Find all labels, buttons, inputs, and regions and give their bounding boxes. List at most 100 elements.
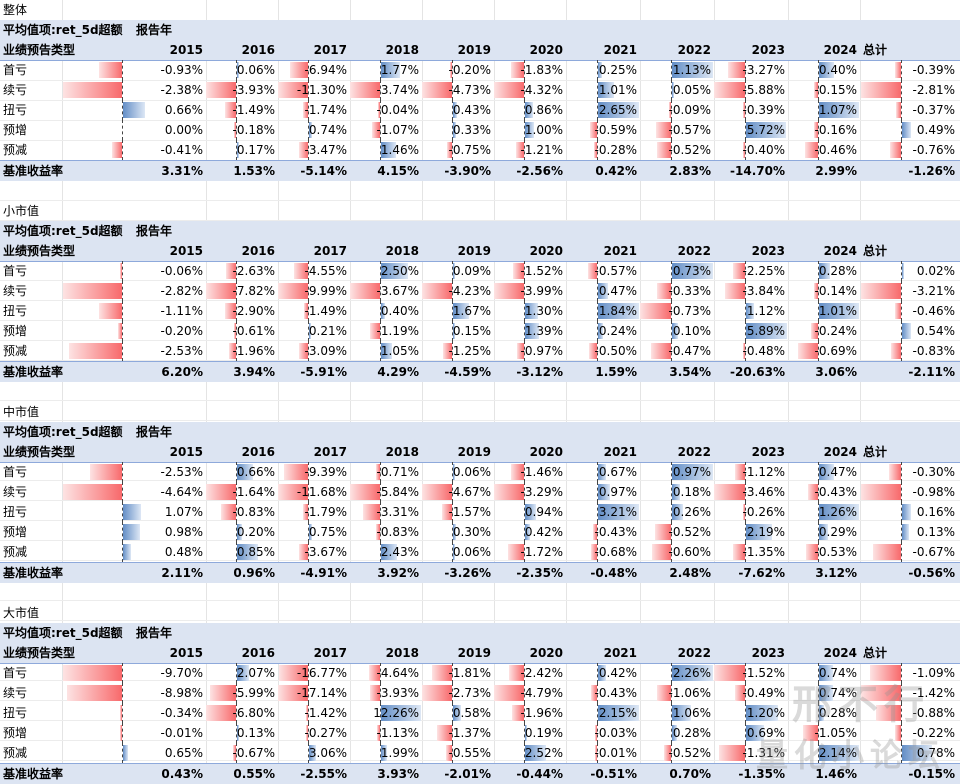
- value-cell[interactable]: 0.06%: [206, 60, 278, 80]
- value-cell[interactable]: -0.27%: [278, 723, 350, 743]
- value-cell[interactable]: 12.26%: [350, 703, 422, 723]
- value-cell[interactable]: 0.24%: [566, 321, 640, 341]
- year-header-2018[interactable]: 2018: [385, 43, 419, 57]
- value-cell[interactable]: -0.34%: [62, 703, 206, 723]
- value-cell[interactable]: -1.13%: [350, 723, 422, 743]
- benchmark-value[interactable]: 4.29%: [377, 365, 419, 379]
- year-header-2017[interactable]: 2017: [313, 445, 347, 459]
- value-cell[interactable]: 2.43%: [350, 542, 422, 562]
- value-cell[interactable]: 2.65%: [566, 100, 640, 120]
- value-cell[interactable]: -0.83%: [350, 522, 422, 542]
- year-header-2022[interactable]: 2022: [677, 445, 711, 459]
- value-cell[interactable]: 1.30%: [494, 301, 566, 321]
- value-cell[interactable]: -11.68%: [278, 482, 350, 502]
- value-cell[interactable]: 0.98%: [62, 522, 206, 542]
- value-cell[interactable]: -0.83%: [206, 502, 278, 522]
- value-cell[interactable]: 0.20%: [206, 522, 278, 542]
- value-cell[interactable]: 0.42%: [566, 663, 640, 683]
- value-cell[interactable]: -6.94%: [278, 60, 350, 80]
- value-cell[interactable]: -1.81%: [422, 663, 494, 683]
- year-header-2022[interactable]: 2022: [677, 646, 711, 660]
- value-cell[interactable]: -3.99%: [494, 281, 566, 301]
- value-cell[interactable]: -0.28%: [566, 140, 640, 160]
- value-cell[interactable]: -1.21%: [494, 140, 566, 160]
- value-cell[interactable]: 0.97%: [640, 462, 714, 482]
- total-header[interactable]: 总计: [863, 244, 888, 258]
- row-label[interactable]: 预减: [3, 746, 28, 760]
- benchmark-value[interactable]: -2.01%: [444, 767, 491, 781]
- value-cell[interactable]: -3.27%: [714, 60, 788, 80]
- benchmark-value[interactable]: -2.35%: [516, 566, 563, 580]
- value-cell[interactable]: 0.17%: [206, 140, 278, 160]
- value-cell[interactable]: -1.96%: [206, 341, 278, 361]
- value-cell[interactable]: -0.98%: [860, 482, 958, 502]
- value-cell[interactable]: 0.74%: [788, 663, 860, 683]
- value-cell[interactable]: -1.52%: [714, 663, 788, 683]
- value-cell[interactable]: 0.86%: [494, 100, 566, 120]
- value-cell[interactable]: -3.74%: [350, 80, 422, 100]
- row-label[interactable]: 预增: [3, 726, 28, 740]
- year-header-2020[interactable]: 2020: [529, 244, 563, 258]
- benchmark-value[interactable]: -4.59%: [444, 365, 491, 379]
- benchmark-value[interactable]: -1.26%: [908, 164, 955, 178]
- value-cell[interactable]: 0.74%: [278, 120, 350, 140]
- value-cell[interactable]: -0.06%: [62, 261, 206, 281]
- year-header-2024[interactable]: 2024: [823, 646, 857, 660]
- year-header-2024[interactable]: 2024: [823, 445, 857, 459]
- year-header-2024[interactable]: 2024: [823, 43, 857, 57]
- pivot-value-field[interactable]: 平均值项:ret_5d超额: [3, 626, 123, 640]
- value-cell[interactable]: -4.32%: [494, 80, 566, 100]
- value-cell[interactable]: 0.00%: [62, 120, 206, 140]
- total-header[interactable]: 总计: [863, 43, 888, 57]
- value-cell[interactable]: -3.67%: [350, 281, 422, 301]
- year-header-2021[interactable]: 2021: [603, 244, 637, 258]
- value-cell[interactable]: -4.23%: [422, 281, 494, 301]
- value-cell[interactable]: -0.09%: [640, 100, 714, 120]
- benchmark-value[interactable]: 1.46%: [815, 767, 857, 781]
- value-cell[interactable]: 0.97%: [566, 482, 640, 502]
- row-label[interactable]: 续亏: [3, 83, 28, 97]
- value-cell[interactable]: 1.12%: [714, 301, 788, 321]
- value-cell[interactable]: -1.42%: [860, 683, 958, 703]
- section-title[interactable]: 大市值: [3, 606, 40, 620]
- benchmark-label[interactable]: 基准收益率: [3, 767, 64, 781]
- benchmark-value[interactable]: -2.11%: [908, 365, 955, 379]
- value-cell[interactable]: -0.15%: [788, 80, 860, 100]
- year-header-2016[interactable]: 2016: [241, 646, 275, 660]
- value-cell[interactable]: 1.06%: [640, 703, 714, 723]
- pivot-column-field[interactable]: 报告年: [136, 224, 173, 238]
- year-header-2017[interactable]: 2017: [313, 244, 347, 258]
- year-header-2015[interactable]: 2015: [169, 646, 203, 660]
- benchmark-value[interactable]: -0.51%: [590, 767, 637, 781]
- value-cell[interactable]: 2.19%: [714, 522, 788, 542]
- value-cell[interactable]: 0.66%: [62, 100, 206, 120]
- value-cell[interactable]: 1.39%: [494, 321, 566, 341]
- value-cell[interactable]: -0.73%: [640, 301, 714, 321]
- value-cell[interactable]: 0.21%: [278, 321, 350, 341]
- row-label[interactable]: 扭亏: [3, 505, 28, 519]
- year-header-2016[interactable]: 2016: [241, 244, 275, 258]
- value-cell[interactable]: -5.88%: [714, 80, 788, 100]
- benchmark-value[interactable]: 2.11%: [161, 566, 203, 580]
- value-cell[interactable]: -9.39%: [278, 462, 350, 482]
- value-cell[interactable]: -16.77%: [278, 663, 350, 683]
- benchmark-value[interactable]: -20.63%: [730, 365, 785, 379]
- year-header-2017[interactable]: 2017: [313, 43, 347, 57]
- value-cell[interactable]: -1.37%: [422, 723, 494, 743]
- value-cell[interactable]: -2.25%: [714, 261, 788, 281]
- value-cell[interactable]: 0.49%: [860, 120, 958, 140]
- value-cell[interactable]: 2.14%: [788, 743, 860, 763]
- row-label[interactable]: 预减: [3, 143, 28, 157]
- value-cell[interactable]: 1.99%: [350, 743, 422, 763]
- benchmark-value[interactable]: 6.20%: [161, 365, 203, 379]
- benchmark-value[interactable]: 4.15%: [377, 164, 419, 178]
- benchmark-value[interactable]: -3.26%: [444, 566, 491, 580]
- value-cell[interactable]: 0.73%: [640, 261, 714, 281]
- value-cell[interactable]: -1.72%: [494, 542, 566, 562]
- value-cell[interactable]: -0.93%: [62, 60, 206, 80]
- value-cell[interactable]: 5.89%: [714, 321, 788, 341]
- pivot-column-field[interactable]: 报告年: [136, 626, 173, 640]
- row-label[interactable]: 预增: [3, 324, 28, 338]
- row-label[interactable]: 续亏: [3, 686, 28, 700]
- benchmark-label[interactable]: 基准收益率: [3, 164, 64, 178]
